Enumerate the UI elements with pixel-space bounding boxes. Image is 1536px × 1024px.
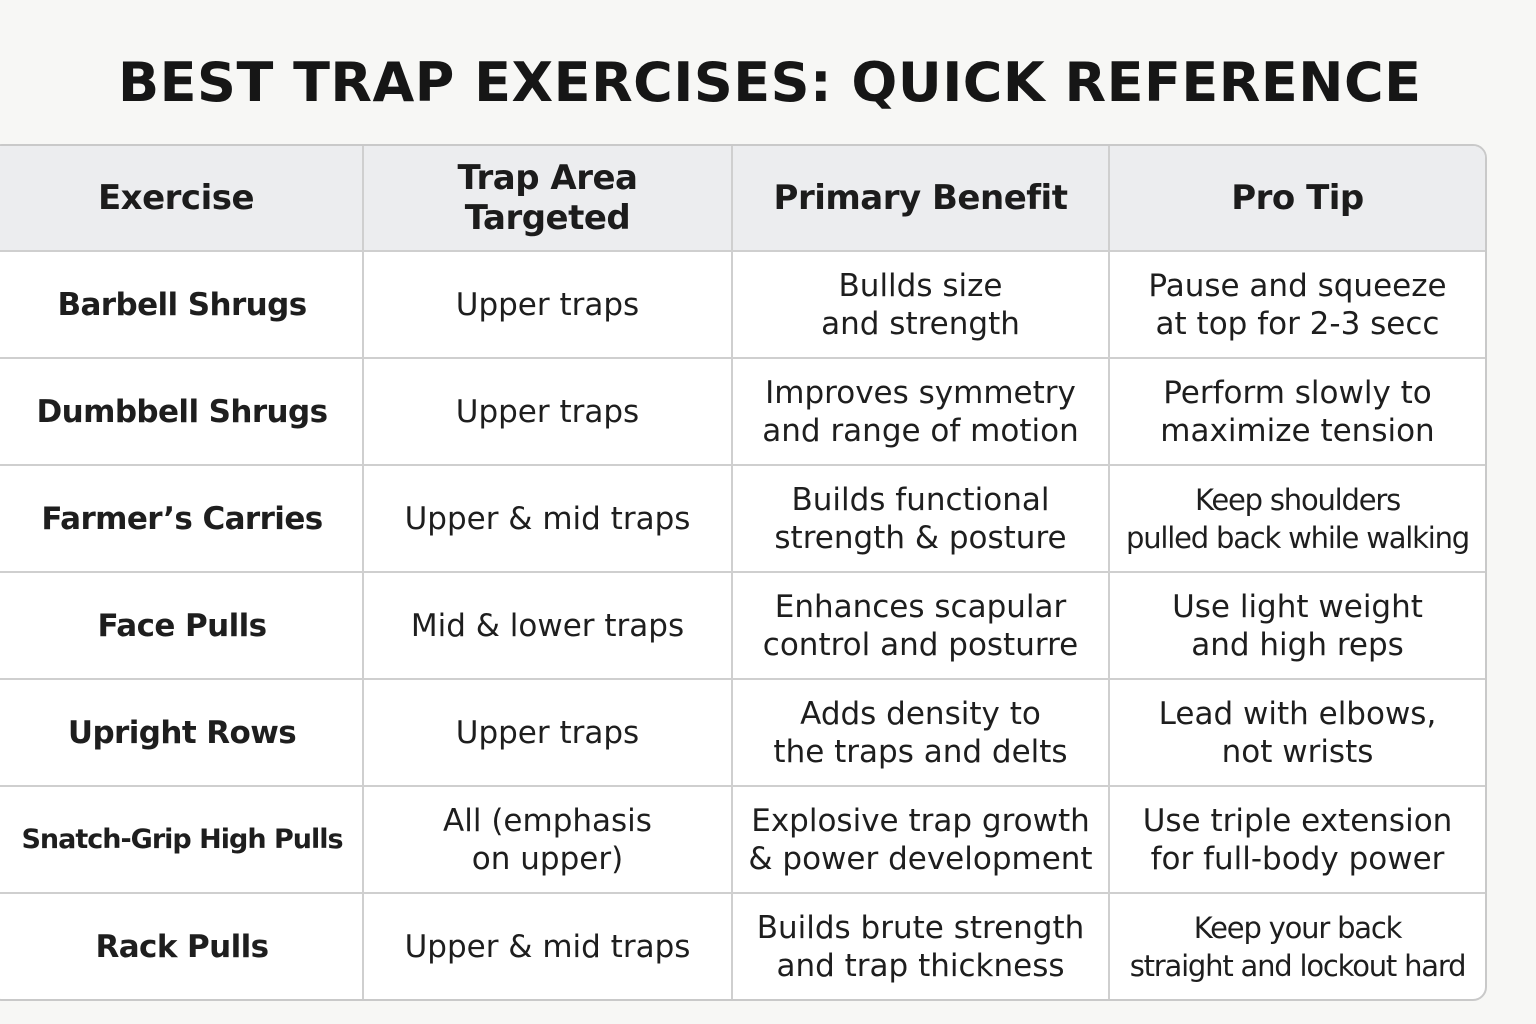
benefit-cell: Enhances scapular control and posturre: [733, 573, 1110, 680]
benefit-cell: Bullds size and strength: [733, 252, 1110, 359]
exercise-cell: Face Pulls: [0, 573, 364, 680]
trap-area-cell: Upper traps: [364, 680, 733, 787]
header-pro-tip: Pro Tip: [1110, 146, 1485, 252]
exercise-cell: Farmer’s Carries: [0, 466, 364, 573]
page-title: BEST TRAP EXERCISES: QUICK REFERENCE: [118, 51, 1422, 114]
trap-area-cell: Upper traps: [364, 359, 733, 466]
table-body: Barbell Shrugs Upper traps Bullds size an…: [0, 252, 1485, 999]
table-row: Snatch-Grip High Pulls All (emphasis on u…: [0, 787, 1485, 894]
pro-tip-cell: Use light weight and high reps: [1110, 573, 1485, 680]
exercise-reference-table: Exercise Trap Area Targeted Primary Bene…: [0, 144, 1487, 1001]
pro-tip-cell: Use triple extension for full-body power: [1110, 787, 1485, 894]
table-row: Upright Rows Upper traps Adds density to…: [0, 680, 1485, 787]
benefit-cell: Builds functional strength & posture: [733, 466, 1110, 573]
pro-tip-cell: Keep your back straight and lockout hard: [1129, 910, 1467, 983]
pro-tip-cell: Lead with elbows, not wrists: [1110, 680, 1485, 787]
trap-area-cell: Upper & mid traps: [364, 466, 733, 573]
exercise-cell: Rack Pulls: [0, 894, 364, 999]
pro-tip-cell: Perform slowly to maximize tension: [1110, 359, 1485, 466]
benefit-cell: Adds density to the traps and delts: [733, 680, 1110, 787]
table-header: Exercise Trap Area Targeted Primary Bene…: [0, 146, 1485, 252]
exercise-cell: Upright Rows: [0, 680, 364, 787]
benefit-cell: Improves symmetry and range of motion: [733, 359, 1110, 466]
table-row: Farmer’s Carries Upper & mid traps Build…: [0, 466, 1485, 573]
benefit-cell: Builds brute strength and trap thickness: [733, 894, 1110, 999]
header-exercise: Exercise: [0, 146, 364, 252]
pro-tip-cell: Pause and squeeze at top for 2-3 secc: [1110, 252, 1485, 359]
pro-tip-cell: Keep shoulders pulled back while walking: [1110, 466, 1485, 573]
table-row: Face Pulls Mid & lower traps Enhances sc…: [0, 573, 1485, 680]
table-row: Barbell Shrugs Upper traps Bullds size an…: [0, 252, 1485, 359]
trap-area-cell: All (emphasis on upper): [364, 787, 733, 894]
exercise-cell: Dumbbell Shrugs: [0, 359, 364, 466]
benefit-cell: Explosive trap growth & power development: [733, 787, 1110, 894]
trap-area-cell: Upper & mid traps: [364, 894, 733, 999]
table-row: Rack Pulls Upper & mid traps Builds brut…: [0, 894, 1485, 999]
header-primary-benefit: Primary Benefit: [733, 146, 1110, 252]
trap-area-cell: Mid & lower traps: [364, 573, 733, 680]
exercise-cell: Barbell Shrugs: [0, 252, 364, 359]
header-trap-area: Trap Area Targeted: [364, 146, 733, 252]
table-row: Dumbbell Shrugs Upper traps Improves sym…: [0, 359, 1485, 466]
header-row: Exercise Trap Area Targeted Primary Bene…: [0, 146, 1485, 252]
trap-area-cell: Upper traps: [364, 252, 733, 359]
exercise-cell: Snatch-Grip High Pulls: [0, 787, 364, 894]
